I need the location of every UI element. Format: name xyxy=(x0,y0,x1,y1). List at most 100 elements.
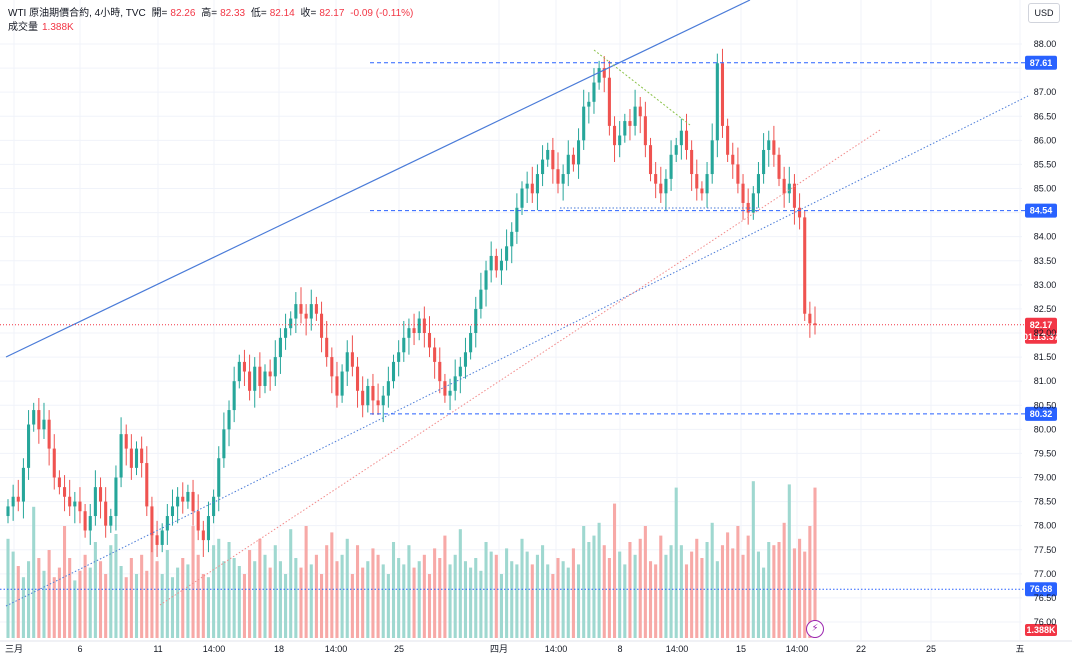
volume-bar xyxy=(150,532,154,638)
volume-bar xyxy=(489,551,493,638)
trend-line-lower xyxy=(5,95,1029,607)
y-tick-label: 86.00 xyxy=(1034,135,1057,145)
candle-body xyxy=(798,207,802,218)
volume-bar xyxy=(438,558,442,638)
candle-body xyxy=(412,328,416,333)
price-tag xyxy=(1025,582,1057,597)
volume-bar xyxy=(32,506,36,638)
candle-body xyxy=(83,511,87,531)
volume-bar xyxy=(674,487,678,638)
y-tick-label: 83.50 xyxy=(1034,256,1057,266)
volume-bar xyxy=(366,561,370,638)
volume-bar xyxy=(355,545,360,638)
volume-bar xyxy=(525,551,529,638)
volume-bar xyxy=(561,561,565,638)
candle-body xyxy=(792,183,796,208)
candle-body xyxy=(726,125,730,155)
candle-body xyxy=(386,381,390,396)
x-tick-label: 22 xyxy=(856,644,866,654)
candle-body xyxy=(206,516,211,541)
volume-bar xyxy=(284,574,288,638)
candle-body xyxy=(407,328,411,338)
volume-bar xyxy=(371,548,375,638)
candle-body xyxy=(371,385,375,401)
candle-body xyxy=(98,487,103,502)
x-tick-label: 14:00 xyxy=(545,644,568,654)
candle-body xyxy=(705,174,709,194)
candle-body xyxy=(469,333,473,353)
candle-body xyxy=(268,371,272,377)
volume-bar xyxy=(484,542,488,638)
volume-bar xyxy=(68,558,72,638)
x-tick-label: 14:00 xyxy=(325,644,348,654)
candle-body xyxy=(520,188,524,208)
x-tick-label: 14:00 xyxy=(666,644,689,654)
candle-body xyxy=(669,154,673,179)
y-tick-label: 76.00 xyxy=(1034,617,1057,627)
candle-body xyxy=(438,361,442,382)
volume-bar xyxy=(340,554,344,638)
volume-bar xyxy=(474,558,478,638)
volume-bar xyxy=(258,538,262,638)
candle-body xyxy=(659,183,663,194)
volume-header: 成交量 1.388K xyxy=(8,18,74,33)
last-price-label: 82.17 xyxy=(1030,320,1053,330)
candle-body xyxy=(648,145,653,175)
candle-body xyxy=(402,337,406,353)
lightning-icon[interactable]: ⚡ xyxy=(806,620,824,638)
volume-bar xyxy=(248,550,252,638)
volume-bar xyxy=(37,558,41,638)
candle-body xyxy=(196,511,200,531)
y-tick-label: 83.00 xyxy=(1034,280,1057,290)
volume-bar xyxy=(756,551,761,638)
candle-body xyxy=(222,429,226,459)
volume-bar xyxy=(798,538,802,638)
candle-body xyxy=(397,352,401,362)
volume-bar xyxy=(510,561,514,638)
candle-body xyxy=(525,183,529,189)
volume-bar xyxy=(325,545,329,638)
volume-bar xyxy=(422,554,426,638)
volume-bar xyxy=(684,564,689,638)
volume-bar xyxy=(109,545,113,638)
volume-bar xyxy=(78,570,82,638)
candle-body xyxy=(695,174,699,189)
y-tick-label: 86.50 xyxy=(1034,111,1057,121)
volume-bar xyxy=(42,570,46,638)
candle-body xyxy=(674,145,678,155)
currency-button[interactable]: USD xyxy=(1028,3,1060,23)
candle-body xyxy=(263,371,267,386)
candle-body xyxy=(6,506,10,517)
candle-body xyxy=(62,487,67,497)
x-tick-label: 14:00 xyxy=(786,644,809,654)
candle-body xyxy=(607,77,611,126)
candle-body xyxy=(700,188,704,194)
volume-bar xyxy=(294,558,298,638)
volume-bar xyxy=(746,535,750,638)
volume-bar xyxy=(762,567,766,638)
volume-bar xyxy=(397,558,401,638)
candle-body xyxy=(129,448,133,468)
volume-bar xyxy=(546,564,550,638)
volume-bar xyxy=(767,542,771,638)
candle-body xyxy=(345,352,349,372)
candle-body xyxy=(643,116,647,146)
candle-body xyxy=(237,361,241,382)
y-tick-label: 85.50 xyxy=(1034,159,1057,169)
candle-body xyxy=(715,63,719,141)
volume-bar xyxy=(705,542,709,638)
y-tick-label: 77.50 xyxy=(1034,545,1057,555)
candle-body xyxy=(448,390,452,396)
volume-bar xyxy=(710,522,714,638)
candle-body xyxy=(335,376,339,396)
volume-bar xyxy=(623,564,627,638)
volume-bar xyxy=(155,561,159,638)
volume-bar xyxy=(181,558,185,638)
candle-body xyxy=(731,154,735,165)
candle-body xyxy=(551,149,555,170)
volume-bar xyxy=(530,564,534,638)
candle-body xyxy=(767,140,771,150)
x-tick-label: 18 xyxy=(274,644,284,654)
candle-body xyxy=(556,169,560,184)
